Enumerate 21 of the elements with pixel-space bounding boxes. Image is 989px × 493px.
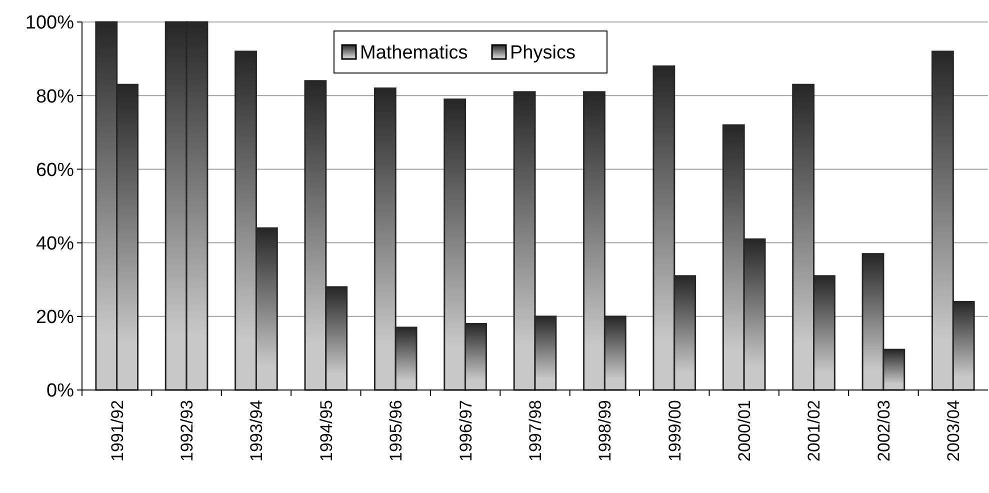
y-tick-label: 80% (36, 86, 74, 108)
legend-label: Mathematics (360, 42, 468, 64)
x-tick-label: 2002/03 (874, 400, 894, 462)
y-tick-label: 100% (25, 12, 74, 34)
x-tick-label: 1995/96 (386, 400, 406, 462)
x-tick-label: 2000/01 (735, 400, 754, 462)
y-tick-label: 20% (36, 307, 74, 328)
y-tick-label: 60% (36, 160, 74, 181)
y-tick-label: 0% (46, 380, 74, 402)
x-tick-label: 2003/04 (944, 400, 964, 462)
x-tick-label: 2001/02 (804, 400, 824, 462)
x-tick-label: 1996/97 (456, 400, 476, 462)
x-tick-label: 1994/95 (316, 400, 336, 462)
y-tick-label: 40% (36, 233, 74, 254)
x-tick-label: 1998/99 (596, 400, 615, 462)
x-tick-label: 1991/92 (108, 400, 127, 462)
x-tick-label: 1997/98 (526, 400, 545, 462)
x-tick-label: 1992/93 (177, 400, 196, 462)
legend-label: Physics (510, 42, 576, 64)
x-tick-label: 1993/94 (247, 400, 266, 462)
x-tick-label: 1999/00 (665, 400, 684, 462)
